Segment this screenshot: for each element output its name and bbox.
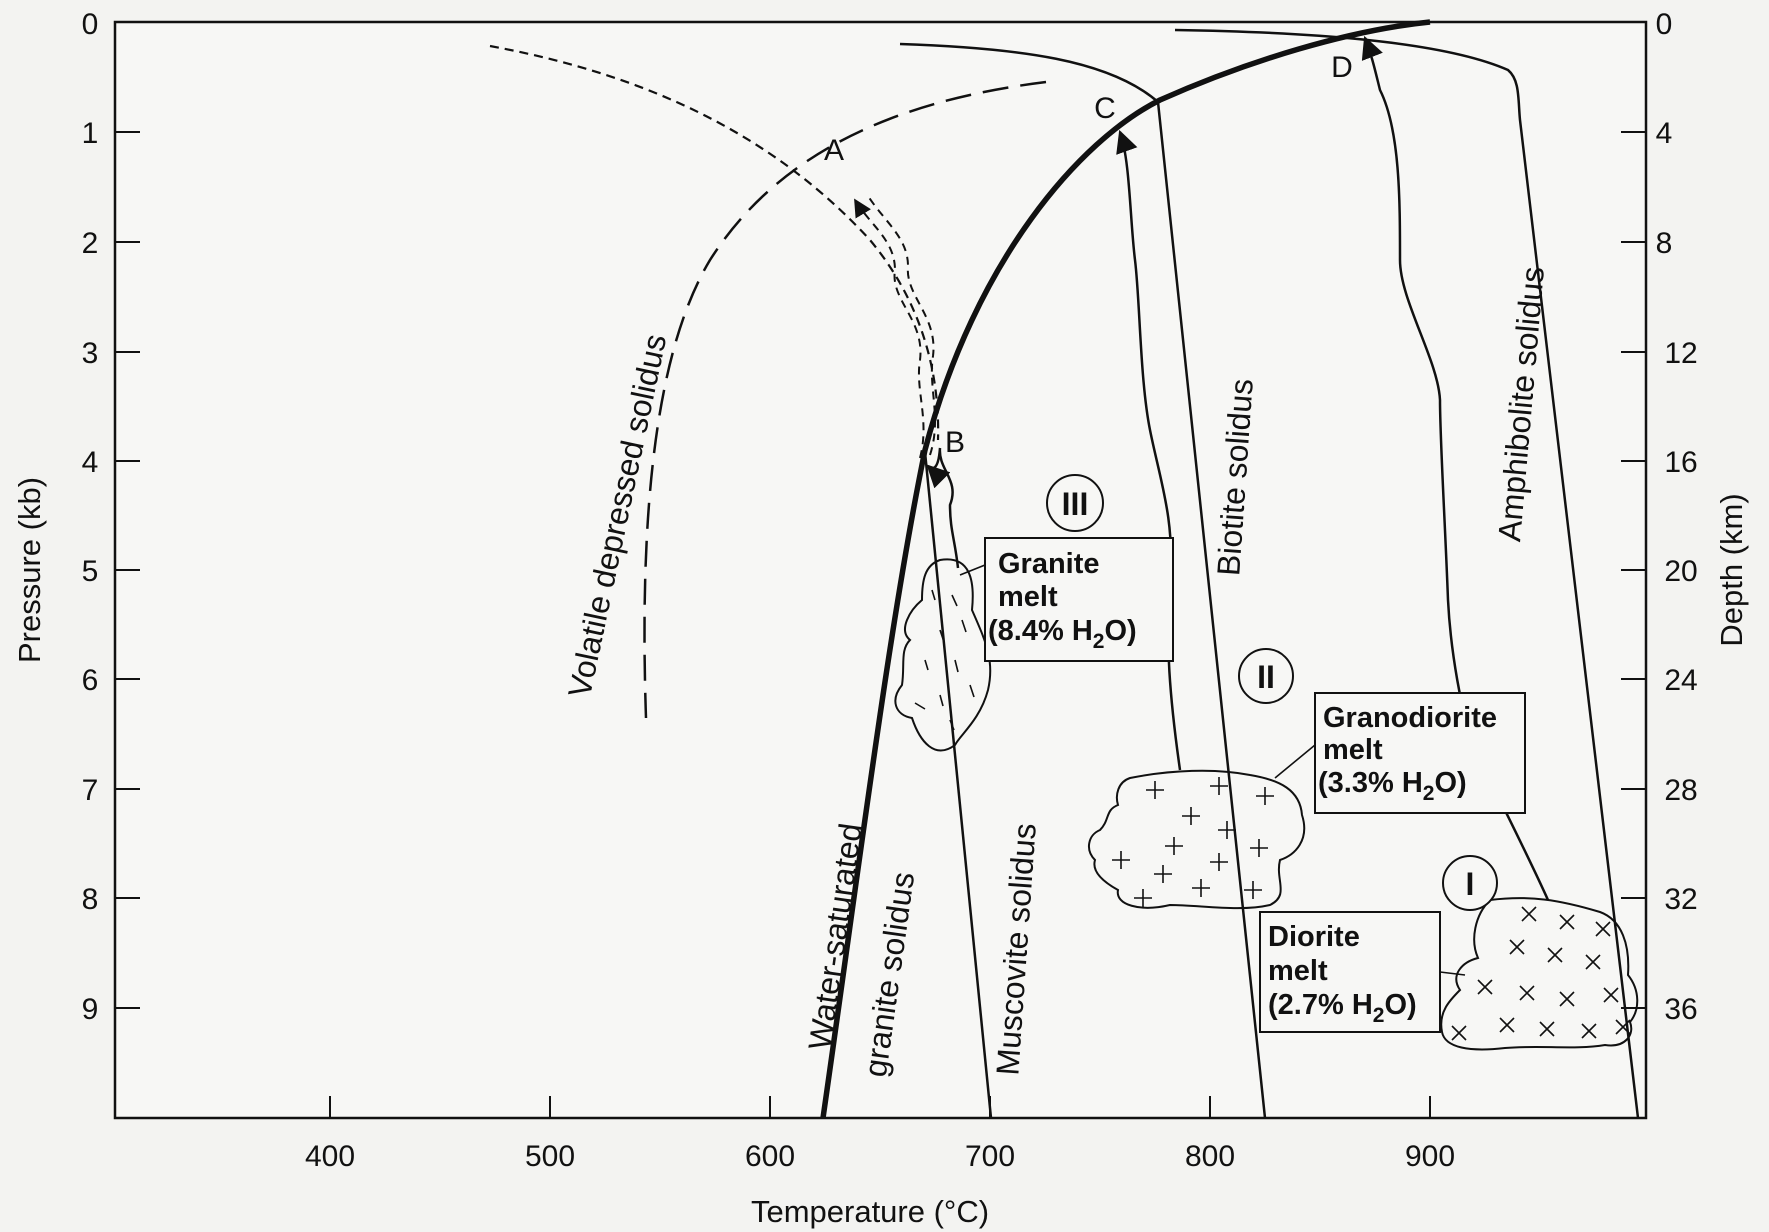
y-right-tick-label: 24 <box>1664 664 1697 697</box>
y-left-tick-label: 7 <box>82 774 99 807</box>
point-c-label: C <box>1094 92 1116 125</box>
x-axis-label: Temperature (°C) <box>751 1194 989 1229</box>
y-left-tick-label: 6 <box>82 664 99 697</box>
x-tick-label: 600 <box>745 1140 795 1173</box>
magma-iii-label: III <box>1062 486 1089 522</box>
amphibolite-solidus-curve <box>1174 28 1640 1119</box>
y-right-tick-label: 36 <box>1664 993 1697 1026</box>
granite-callout: Granite melt (8.4% H2O) <box>959 537 1174 662</box>
granodiorite-melt-label: melt <box>1323 734 1383 766</box>
y-left-tick-label: 4 <box>82 446 99 479</box>
y-left-tick-label: 1 <box>82 117 99 150</box>
y-left-tick-label: 8 <box>82 883 99 916</box>
x-tick-label: 500 <box>525 1140 575 1173</box>
granodiorite-label: Granodiorite <box>1323 702 1497 734</box>
y-axis-right <box>1621 131 1646 1009</box>
y-axis-right-label: Depth (km) <box>1714 493 1749 646</box>
granite-water-label: (8.4% H2O) <box>988 615 1137 653</box>
y-axis-left <box>115 131 140 1009</box>
point-a-label: A <box>824 134 844 167</box>
y-right-tick-label: 12 <box>1664 337 1697 370</box>
granodiorite-water-label: (3.3% H2O) <box>1318 767 1467 805</box>
path-a-arrow <box>854 198 925 459</box>
magma-iii-badge <box>1046 474 1104 532</box>
x-tick-label: 900 <box>1405 1140 1455 1173</box>
diorite-water-label: (2.7% H2O) <box>1268 989 1417 1027</box>
diorite-callout: Diorite melt (2.7% H2O) <box>1259 911 1466 1033</box>
diorite-melt-crosses <box>1451 906 1631 1041</box>
y-left-tick-label: 0 <box>82 8 99 41</box>
magma-ii-label: II <box>1257 659 1275 695</box>
granite-label: Granite <box>998 548 1100 580</box>
granodiorite-callout-box <box>1314 692 1526 814</box>
y-left-tick-label: 2 <box>82 227 99 260</box>
point-b-label: B <box>945 426 965 459</box>
x-tick-label: 700 <box>965 1140 1015 1173</box>
granite-melt-dashes <box>914 589 975 731</box>
y-left-tick-label: 5 <box>82 555 99 588</box>
x-tick-label: 800 <box>1185 1140 1235 1173</box>
path-b-arrow <box>926 447 960 569</box>
path-a-arrow-companion <box>867 195 936 456</box>
water-saturated-granite-solidus-curve <box>820 19 1431 1119</box>
y-right-tick-label: 4 <box>1656 117 1673 150</box>
y-right-tick-label: 8 <box>1656 227 1673 260</box>
diorite-melt-label: melt <box>1268 955 1328 987</box>
muscovite-solidus-curve <box>923 451 993 1119</box>
granodiorite-callout: Granodiorite melt (3.3% H2O) <box>1274 692 1526 814</box>
point-d-label: D <box>1331 51 1353 84</box>
granodiorite-melt-blob <box>1088 769 1306 910</box>
y-left-tick-label: 9 <box>82 993 99 1026</box>
y-right-tick-label: 20 <box>1664 555 1697 588</box>
diorite-melt-blob <box>1440 897 1639 1051</box>
x-axis <box>329 1096 1431 1118</box>
granite-melt-label: melt <box>998 581 1058 613</box>
granite-melt-blob <box>894 558 992 752</box>
diorite-callout-box <box>1259 911 1441 1033</box>
volatile-depressed-solidus-curve <box>643 80 1047 719</box>
y-left-tick-label: 3 <box>82 337 99 370</box>
y-right-tick-label: 0 <box>1656 8 1673 41</box>
y-axis-left-label: Pressure (kb) <box>12 477 47 663</box>
biotite-solidus-curve <box>899 42 1267 1119</box>
y-right-tick-label: 16 <box>1664 446 1697 479</box>
diorite-label: Diorite <box>1268 921 1360 953</box>
granite-callout-box <box>984 537 1174 662</box>
y-right-tick-label: 32 <box>1664 883 1697 916</box>
y-right-tick-label: 28 <box>1664 774 1697 807</box>
magma-ii-badge <box>1238 648 1294 704</box>
magma-i-label: I <box>1466 866 1475 902</box>
short-dash-curve <box>489 44 940 441</box>
magma-i-badge <box>1442 855 1498 911</box>
x-tick-label: 400 <box>305 1140 355 1173</box>
granodiorite-melt-crosses <box>1112 777 1274 907</box>
